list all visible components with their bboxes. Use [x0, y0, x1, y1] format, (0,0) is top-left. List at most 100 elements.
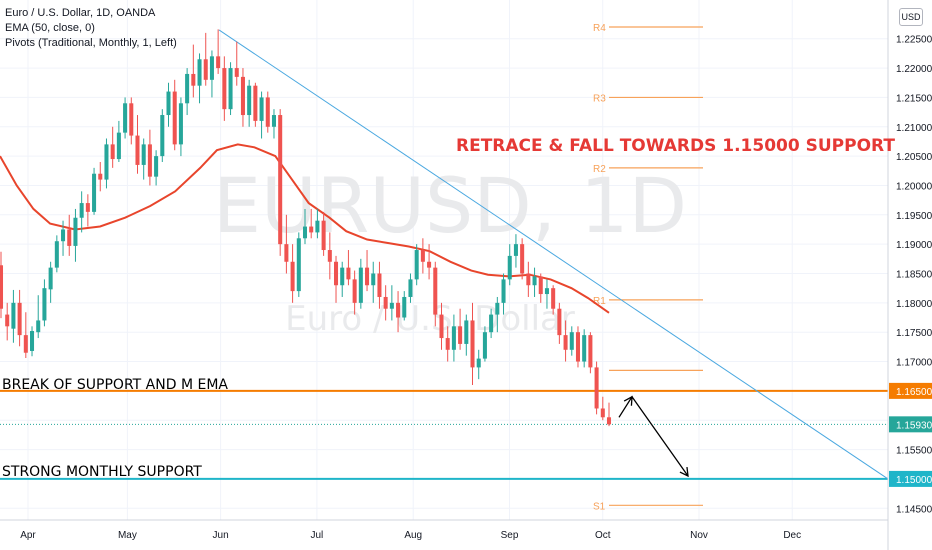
candle-body	[538, 276, 543, 295]
price-tick-label: 1.15500	[896, 446, 932, 457]
legend-pivots[interactable]: Pivots (Traditional, Monthly, 1, Left)	[5, 37, 177, 49]
price-tick-label: 1.19000	[896, 240, 932, 251]
candle-body	[557, 308, 562, 336]
candle-body	[377, 273, 382, 297]
candle-body	[54, 241, 59, 268]
candle-body	[67, 229, 72, 246]
pivot-label: S1	[593, 501, 606, 512]
level-badge	[889, 382, 932, 399]
candle-body	[11, 302, 16, 329]
candle-body	[284, 244, 289, 262]
time-tick-label: May	[118, 530, 137, 541]
time-tick-label: Nov	[690, 530, 708, 541]
candle-body	[346, 267, 351, 280]
candle-body	[234, 68, 239, 77]
price-tick-label: 1.20500	[896, 152, 932, 163]
price-axis[interactable]: 1.22500 1.22000 1.21500 1.21000 1.20500 1.200…	[889, 35, 932, 516]
candle-body	[110, 144, 115, 160]
candle-body	[172, 91, 177, 145]
candle-body	[439, 314, 444, 339]
annotation-title[interactable]: RETRACE & FALL TOWARDS 1.15000 SUPPORT	[456, 136, 895, 156]
candle-body	[5, 314, 10, 327]
candle-body	[315, 220, 320, 233]
currency-button[interactable]: USD	[899, 8, 923, 26]
annotation-monthly-support[interactable]: STRONG MONTHLY SUPPORT	[2, 464, 202, 480]
candle-body	[408, 279, 413, 297]
price-tick-label: 1.18500	[896, 269, 932, 280]
arrowhead	[623, 395, 633, 406]
candle-body	[36, 320, 41, 333]
candle-body	[321, 220, 326, 251]
candle-body	[563, 335, 568, 350]
candle-body	[61, 229, 66, 242]
candle-body	[420, 250, 425, 262]
trendline[interactable]	[218, 29, 889, 480]
candle-body	[197, 59, 202, 86]
candle-body	[160, 115, 165, 157]
candle-body	[464, 320, 469, 344]
candle-body	[606, 417, 612, 425]
price-tick-label: 1.21000	[896, 123, 932, 134]
candle-body	[495, 302, 500, 315]
candle-body	[501, 279, 506, 303]
candle-body	[259, 97, 264, 121]
candle-body	[327, 250, 332, 262]
annotation-break-support[interactable]: BREAK OF SUPPORT AND M EMA	[2, 377, 228, 393]
watermark-name: Euro / U.S. Dollar	[285, 299, 575, 339]
watermark-symbol: EURUSD, 1D	[213, 161, 687, 250]
candle-body	[278, 115, 283, 245]
candle-body	[73, 217, 78, 246]
pivot-label: R2	[593, 164, 606, 175]
candle-body	[240, 76, 245, 116]
current-price-badge	[889, 416, 932, 433]
horizontal-levels[interactable]	[0, 389, 888, 480]
candle-body	[247, 85, 252, 116]
current-price-label: 1.15930	[896, 420, 932, 431]
projection-arrow[interactable]	[618, 395, 689, 477]
candle-body	[185, 73, 190, 104]
candle-body	[79, 203, 84, 218]
legend-symbol[interactable]: Euro / U.S. Dollar, 1D, OANDA	[5, 7, 156, 19]
candle-body	[551, 288, 556, 309]
candle-body	[302, 226, 308, 239]
candle-body	[216, 56, 221, 69]
candle-body	[358, 267, 363, 303]
candle-body	[85, 203, 90, 212]
candle-body	[116, 132, 121, 160]
time-tick-label: Aug	[404, 530, 422, 541]
chart-legend: Euro / U.S. Dollar, 1D, OANDA EMA (50, c…	[5, 6, 177, 51]
candle-body	[309, 226, 314, 233]
candle-body	[104, 144, 109, 180]
price-tick-label: 1.19500	[896, 211, 932, 222]
pivot-label: R1	[593, 296, 606, 307]
candle-body	[433, 267, 438, 315]
candles	[0, 29, 612, 427]
price-tick-label: 1.18000	[896, 299, 932, 310]
price-tick-label: 1.17000	[896, 358, 932, 369]
time-axis[interactable]: Apr May Jun Jul Aug Sep Oct Nov Dec	[20, 530, 801, 541]
legend-ema[interactable]: EMA (50, close, 0)	[5, 22, 95, 34]
candle-body	[526, 273, 531, 286]
candle-body	[588, 335, 593, 368]
price-tick-label: 1.17500	[896, 328, 932, 339]
pivot-levels: R4 R3 R2 R1 S1	[593, 23, 703, 512]
candle-body	[569, 332, 574, 350]
candle-body	[476, 358, 481, 368]
candle-body	[489, 314, 494, 333]
candle-body	[544, 288, 549, 295]
candle-body	[365, 267, 370, 286]
candle-body	[98, 173, 103, 180]
time-tick-label: Jun	[213, 530, 229, 541]
arrowhead	[679, 466, 689, 478]
candle-body	[389, 302, 394, 309]
candle-body	[166, 91, 171, 116]
price-tick-label: 1.14500	[896, 504, 932, 515]
grid	[0, 0, 888, 520]
candle-body	[129, 103, 134, 136]
candle-body	[402, 296, 407, 318]
candle-body	[135, 135, 140, 165]
price-tick-label: 1.21500	[896, 93, 932, 104]
candle-body	[470, 320, 475, 368]
candle-body	[396, 302, 401, 318]
